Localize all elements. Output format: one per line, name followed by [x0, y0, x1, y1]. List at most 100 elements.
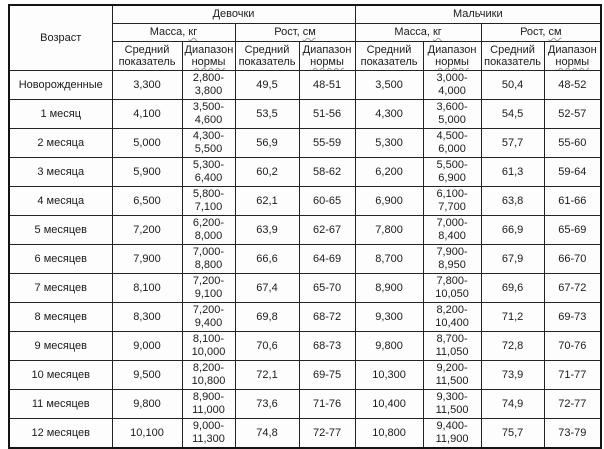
cell-gm-avg: 9,500: [111, 360, 183, 390]
cell-gh-avg: 62,1: [234, 186, 300, 216]
cell-bh-range: 73-79: [543, 418, 602, 449]
cell-gm-range: 8,200- 10,800: [181, 360, 236, 390]
cell-gh-avg: 60,2: [234, 157, 300, 187]
range-label-line1: Диапазон: [427, 44, 477, 56]
table-row: 7 месяцев 8,100 7,200- 9,100 67,4 65-70 8,900…: [8, 273, 602, 303]
cell-age: 9 месяцев: [8, 331, 113, 361]
cell-gh-avg: 69,8: [234, 302, 300, 332]
cell-bh-avg: 74,9: [480, 389, 545, 419]
cell-bm-range: 7,900- 8,950: [422, 244, 482, 274]
col-header-girls-height-avg: Средний показатель: [234, 41, 300, 71]
growth-table-container: Возраст Девочки Мальчики Масса, кг Рост,…: [8, 4, 603, 449]
cell-bh-range: 59-64: [543, 157, 602, 187]
cell-gm-avg: 5,000: [111, 128, 183, 158]
cell-bm-avg: 9,800: [354, 331, 424, 361]
cell-gm-range: 7,000- 8,800: [181, 244, 236, 274]
height-unit-label: см: [302, 26, 316, 38]
cell-gm-range: 8,900- 11,000: [181, 389, 236, 419]
height-label: Рост,: [520, 26, 546, 38]
table-body: Новорожденные 3,300 2,800- 3,800 49,5 48-51 3…: [8, 70, 602, 449]
cell-gm-range: 5,300- 6,400: [181, 157, 236, 187]
table-row: Новорожденные 3,300 2,800- 3,800 49,5 48-51 3…: [8, 70, 602, 100]
cell-bm-avg: 10,300: [354, 360, 424, 390]
cell-bm-range: 9,200- 11,500: [422, 360, 482, 390]
cell-bh-avg: 69,6: [480, 273, 545, 303]
table-row: 11 месяцев 9,800 8,900- 11,000 73,6 71-76 10,…: [8, 389, 602, 419]
cell-bm-range: 4,500- 6,000: [422, 128, 482, 158]
cell-gm-avg: 9,000: [111, 331, 183, 361]
col-header-boys-mass-range: Диапазон нормы: [422, 41, 482, 71]
cell-bm-range: 6,100- 7,700: [422, 186, 482, 216]
range-label-line1: Диапазон: [302, 44, 352, 56]
cell-gh-range: 55-59: [298, 128, 356, 158]
col-header-boys-height-range: Диапазон нормы: [543, 41, 602, 71]
cell-bm-range: 7,800- 10,050: [422, 273, 482, 303]
cell-bh-range: 48-52: [543, 70, 602, 100]
cell-gh-range: 68-73: [298, 331, 356, 361]
cell-bm-avg: 7,800: [354, 215, 424, 245]
cell-age: 7 месяцев: [8, 273, 113, 303]
cell-gh-range: 60-65: [298, 186, 356, 216]
cell-bh-range: 66-70: [543, 244, 602, 274]
range-label-line2: нормы: [435, 56, 469, 68]
cell-gh-avg: 56,9: [234, 128, 300, 158]
cell-gm-range: 4,300- 5,500: [181, 128, 236, 158]
cell-bm-avg: 4,300: [354, 99, 424, 129]
cell-gm-avg: 6,500: [111, 186, 183, 216]
cell-gm-avg: 10,100: [111, 418, 183, 449]
cell-age: 4 месяца: [8, 186, 113, 216]
cell-gh-avg: 63,9: [234, 215, 300, 245]
cell-bm-range: 5,500- 6,900: [422, 157, 482, 187]
cell-bm-range: 9,300- 11,500: [422, 389, 482, 419]
cell-bm-range: 8,200- 10,400: [422, 302, 482, 332]
cell-bm-avg: 3,500: [354, 70, 424, 100]
col-header-boys-height: Рост, см: [480, 23, 602, 42]
cell-gh-range: 69-75: [298, 360, 356, 390]
cell-bh-avg: 67,9: [480, 244, 545, 274]
cell-bh-range: 55-60: [543, 128, 602, 158]
cell-gh-range: 71-76: [298, 389, 356, 419]
cell-gh-range: 64-69: [298, 244, 356, 274]
cell-bm-avg: 10,400: [354, 389, 424, 419]
table-row: 9 месяцев 9,000 8,100- 10,000 70,6 68-73 9,80…: [8, 331, 602, 361]
height-unit-label: см: [548, 26, 562, 38]
col-header-girls-height: Рост, см: [234, 23, 356, 42]
range-label-line2: нормы: [191, 56, 226, 68]
range-label-line2: нормы: [310, 56, 344, 68]
cell-bh-range: 61-66: [543, 186, 602, 216]
col-header-boys-mass-avg: Средний показатель: [354, 41, 424, 71]
cell-gh-avg: 70,6: [234, 331, 300, 361]
cell-gm-avg: 7,200: [111, 215, 183, 245]
cell-gm-range: 8,100- 10,000: [181, 331, 236, 361]
header-measure-row: Масса, кг Рост, см Масса, кг Рост, см: [9, 23, 602, 42]
mass-unit-label: кг: [188, 26, 198, 38]
header-group-row: Возраст Девочки Мальчики: [8, 4, 602, 71]
cell-gm-range: 7,200- 9,100: [181, 273, 236, 303]
cell-age: 10 месяцев: [8, 360, 113, 390]
cell-gh-avg: 49,5: [234, 70, 300, 100]
cell-gh-avg: 72,1: [234, 360, 300, 390]
range-label-line1: Диапазон: [184, 44, 234, 56]
mass-label: Масса,: [149, 26, 186, 38]
height-label: Рост,: [274, 26, 300, 38]
cell-bh-avg: 63,8: [480, 186, 545, 216]
cell-bh-range: 69-73: [543, 302, 602, 332]
table-row: 3 месяца 5,900 5,300- 6,400 60,2 58-62 6,200 5…: [8, 157, 602, 187]
cell-bh-range: 70-76: [543, 331, 602, 361]
cell-gm-avg: 5,900: [111, 157, 183, 187]
cell-bh-avg: 71,2: [480, 302, 545, 332]
table-row: 8 месяцев 8,300 7,200- 9,400 69,8 68-72 9,300…: [8, 302, 602, 332]
cell-gh-range: 51-56: [298, 99, 356, 129]
col-header-girls-mass: Масса, кг: [111, 23, 236, 42]
col-header-girls-mass-avg: Средний показатель: [111, 41, 183, 71]
growth-table: Возраст Девочки Мальчики Масса, кг Рост,…: [8, 4, 603, 449]
cell-bh-range: 67-72: [543, 273, 602, 303]
cell-bm-avg: 5,300: [354, 128, 424, 158]
cell-bh-avg: 61,3: [480, 157, 545, 187]
table-row: 2 месяца 5,000 4,300- 5,500 56,9 55-59 5,300 4…: [8, 128, 602, 158]
table-row: 1 месяц 4,100 3,500- 4,600 53,5 51-56 4,300 3,…: [8, 99, 602, 129]
cell-bh-avg: 73,9: [480, 360, 545, 390]
group-header-girls: Девочки: [111, 4, 356, 24]
cell-bh-avg: 75,7: [480, 418, 545, 449]
cell-bh-range: 65-69: [543, 215, 602, 245]
